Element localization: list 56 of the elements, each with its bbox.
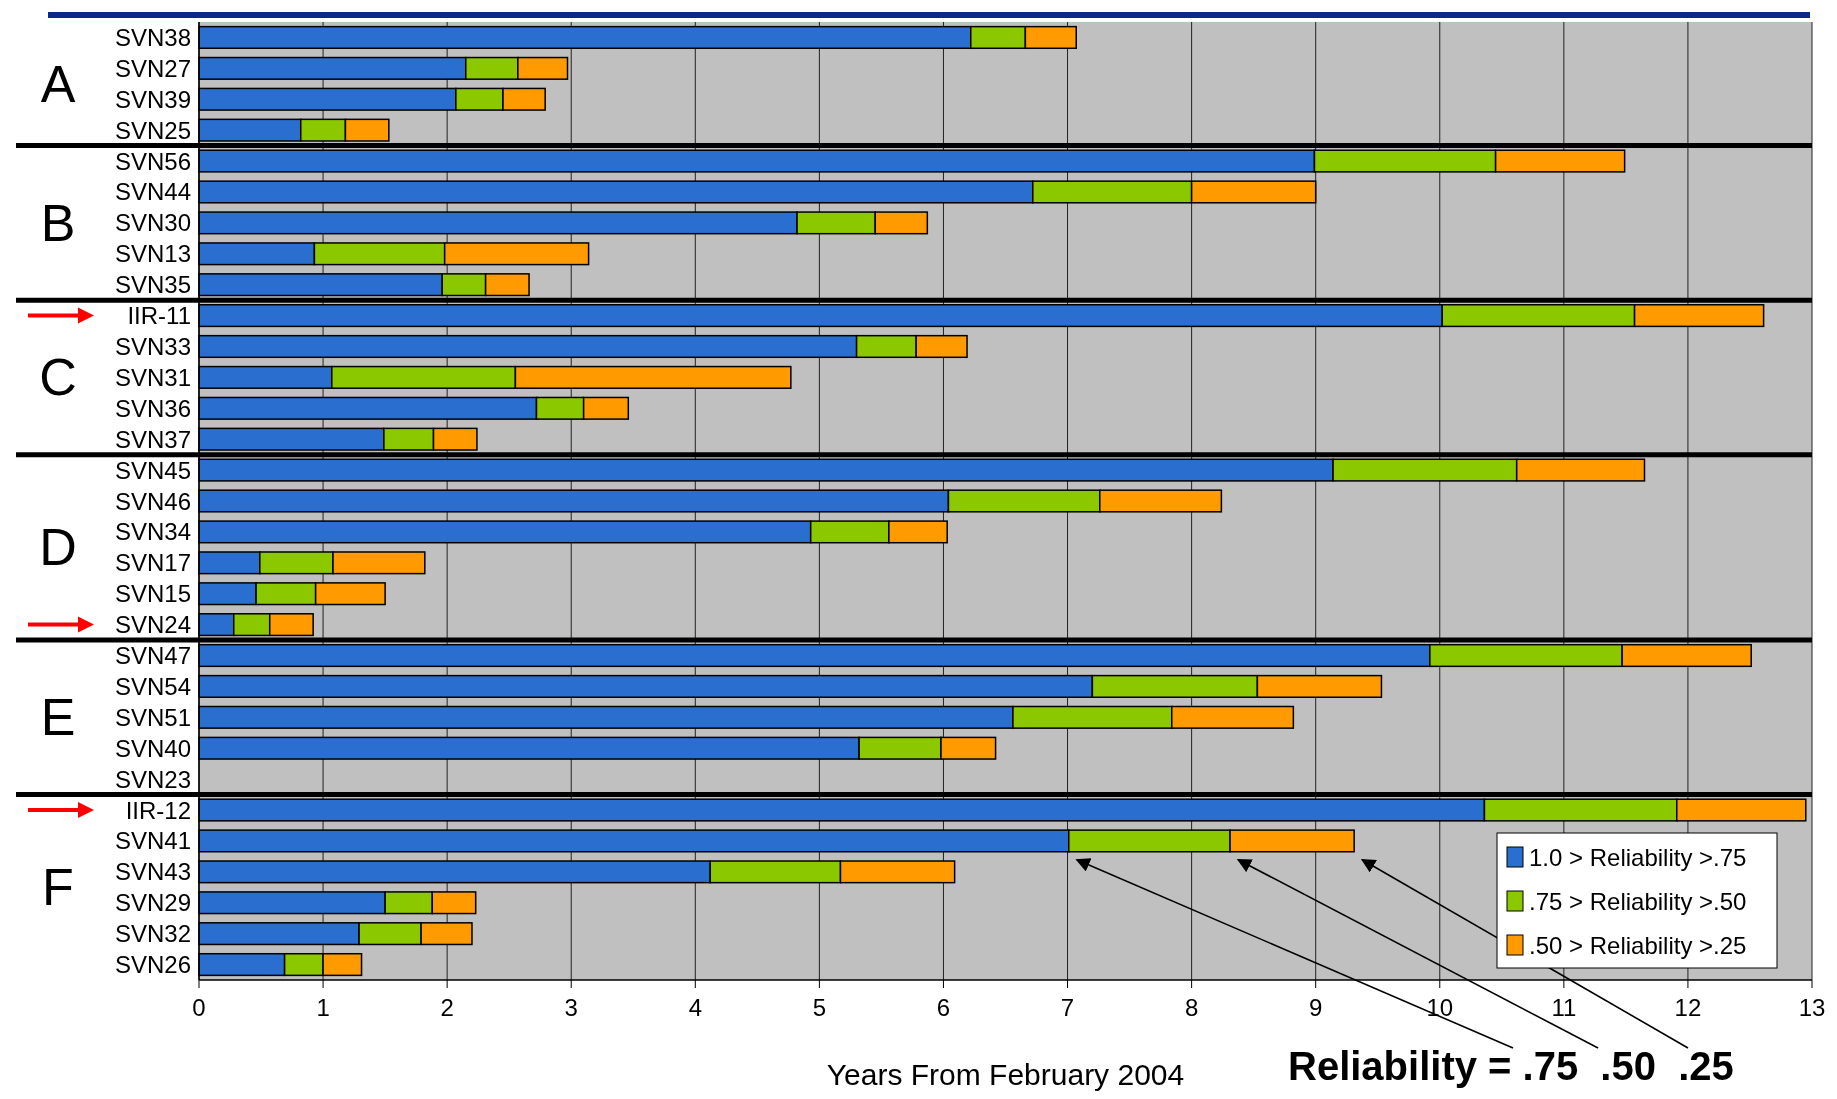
x-tick-label: 3 bbox=[564, 994, 578, 1021]
legend-label: .50 > Reliability >.25 bbox=[1529, 931, 1747, 959]
legend-label: 1.0 > Reliability >.75 bbox=[1529, 843, 1747, 871]
y-tick-label: SVN40 bbox=[114, 734, 191, 762]
y-tick-label: SVN44 bbox=[114, 178, 191, 206]
x-tick-label: 10 bbox=[1426, 994, 1454, 1021]
y-tick-label: SVN13 bbox=[114, 240, 191, 268]
y-tick-label: SVN47 bbox=[114, 642, 191, 670]
y-tick-label: SVN41 bbox=[114, 827, 191, 855]
y-tick-label: SVN17 bbox=[114, 549, 191, 577]
y-tick-label: SVN37 bbox=[114, 425, 191, 453]
text: D bbox=[39, 518, 77, 577]
y-tick-label: SVN39 bbox=[114, 85, 191, 113]
x-tick-label: 13 bbox=[1798, 994, 1826, 1021]
x-axis-title: Years From February 2004 bbox=[826, 1058, 1185, 1091]
y-tick-label: SVN45 bbox=[114, 456, 191, 484]
x-tick-label: 6 bbox=[936, 994, 951, 1021]
y-tick-label: SVN56 bbox=[114, 147, 191, 175]
y-tick-label: SVN27 bbox=[114, 54, 191, 82]
x-tick-label: 8 bbox=[1184, 994, 1199, 1021]
y-tick-label: SVN26 bbox=[114, 951, 191, 979]
y-tick-label: SVN31 bbox=[114, 363, 191, 391]
legend-label: .75 > Reliability >.50 bbox=[1529, 887, 1747, 915]
x-tick-label: 9 bbox=[1309, 994, 1323, 1021]
y-tick-label: SVN38 bbox=[114, 23, 191, 51]
y-tick-label: SVN46 bbox=[114, 487, 191, 515]
x-tick-label: 0 bbox=[192, 994, 206, 1021]
y-tick-label: SVN24 bbox=[114, 611, 191, 639]
x-tick-label: 11 bbox=[1551, 994, 1577, 1021]
x-tick-label: 4 bbox=[688, 994, 702, 1021]
y-tick-label: SVN35 bbox=[114, 271, 191, 299]
x-tick-label: 12 bbox=[1674, 994, 1702, 1021]
y-tick-label: SVN36 bbox=[114, 394, 191, 422]
y-tick-label: SVN32 bbox=[114, 920, 191, 948]
x-tick-label: 5 bbox=[812, 994, 827, 1021]
text: C bbox=[39, 348, 77, 407]
y-tick-label: SVN54 bbox=[114, 672, 191, 700]
y-tick-label: SVN23 bbox=[114, 765, 191, 793]
y-tick-label: SVN33 bbox=[114, 332, 191, 360]
y-tick-label: SVN34 bbox=[114, 518, 191, 546]
text: A bbox=[40, 54, 76, 113]
text: B bbox=[40, 193, 76, 252]
y-tick-label: SVN25 bbox=[114, 116, 191, 144]
text: Reliability = .75 .50 .25 bbox=[1288, 1044, 1734, 1088]
y-tick-label: SVN29 bbox=[114, 889, 191, 917]
text: E bbox=[40, 688, 76, 747]
y-tick-label: SVN51 bbox=[114, 703, 191, 731]
y-tick-label: SVN43 bbox=[114, 858, 191, 886]
text: F bbox=[42, 858, 74, 917]
y-tick-label: IIR-12 bbox=[125, 796, 191, 824]
x-tick-label: 1 bbox=[316, 994, 330, 1021]
x-tick-label: 7 bbox=[1060, 994, 1075, 1021]
y-tick-label: SVN30 bbox=[114, 209, 191, 237]
x-tick-label: 2 bbox=[440, 994, 454, 1021]
y-tick-label: SVN15 bbox=[114, 580, 191, 608]
y-tick-label: IIR-11 bbox=[127, 302, 191, 330]
